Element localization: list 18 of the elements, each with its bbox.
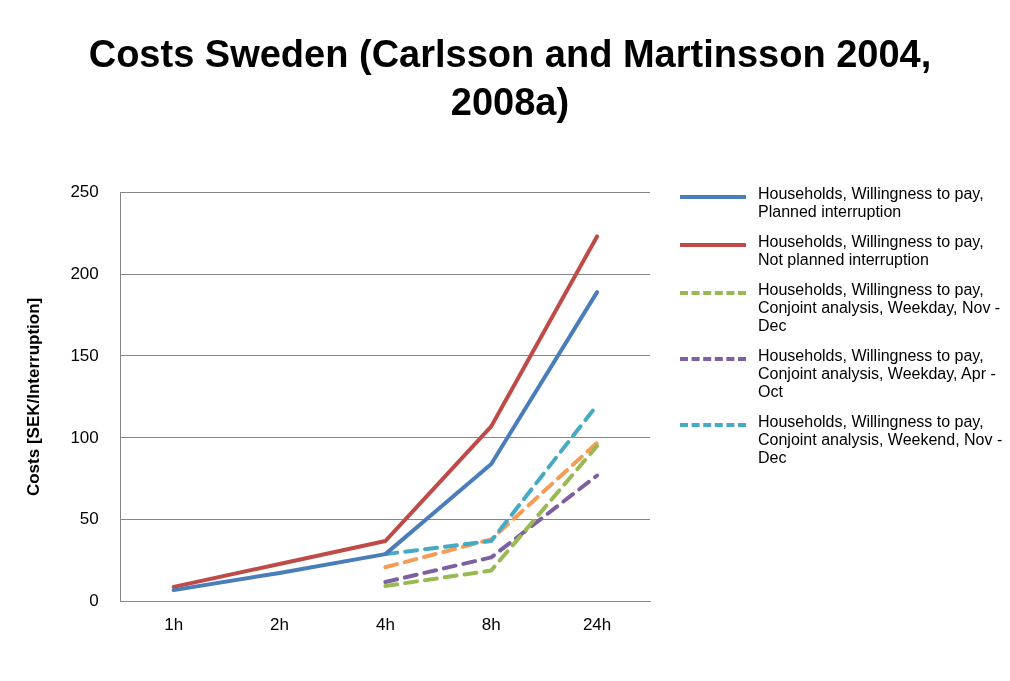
legend-label: Households, Willingness to pay, Conjoint analysis, Weekday, Apr - Oct [758,347,997,401]
legend-label: Households, Willingness to pay, Conjoint analysis, Weekend, Nov - Dec [758,413,1004,467]
y-axis-title: Costs [SEK/Interruption] [23,297,43,497]
legend-label: Households, Willingness to pay, Not planned interruption [758,233,985,269]
x-tick-label: 1h [164,615,184,635]
x-tick-label: 24h [582,615,612,635]
y-tick-label: 250 [70,181,99,201]
legend-label: Households, Willingness to pay, Planned interruption [758,185,985,221]
x-tick-label: 2h [270,615,289,635]
x-tick-label: 8h [481,615,501,635]
y-tick-label: 200 [70,263,99,283]
y-tick-label: 100 [70,427,99,447]
chart-title: Costs Sweden (Carlsson and Martinsson 2004, 2008a) [87,32,933,125]
y-tick-label: 0 [89,591,99,611]
legend-label: Households, Willingness to pay, Conjoint analysis, Weekday, Nov - Dec [758,281,1002,335]
x-tick-label: 4h [375,615,395,635]
y-tick-label: 50 [79,509,99,529]
y-tick-label: 150 [70,345,99,365]
